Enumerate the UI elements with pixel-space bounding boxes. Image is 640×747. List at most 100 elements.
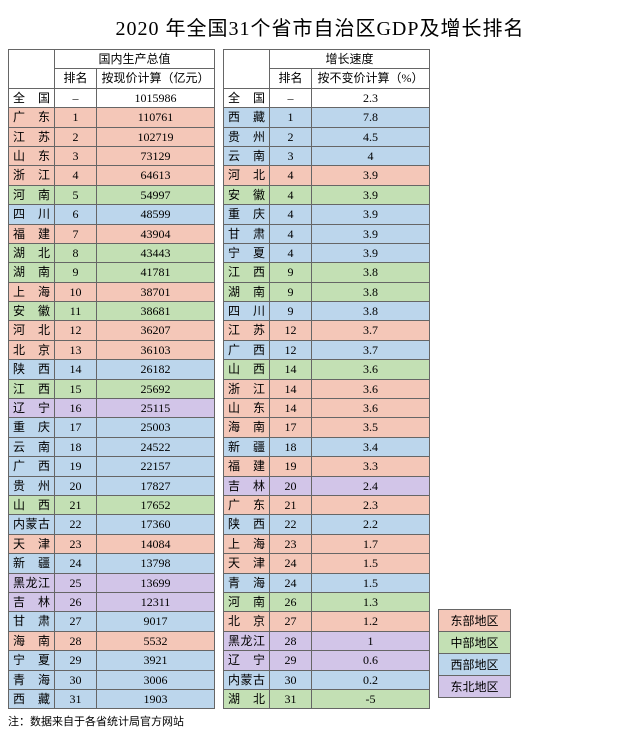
national-gdp: 1015986 bbox=[97, 88, 215, 107]
gdp-val: 17360 bbox=[97, 515, 215, 534]
legend-east: 东部地区 bbox=[439, 610, 511, 632]
gdp-val: 110761 bbox=[97, 108, 215, 127]
growth-rank: 2 bbox=[270, 127, 312, 146]
gdp-prov: 河南 bbox=[9, 185, 55, 204]
growth-prov: 安徽 bbox=[224, 185, 270, 204]
table-body: 全国–1015986全国–2.3广东1110761西藏17.8江苏2102719… bbox=[9, 88, 430, 709]
gdp-rank: 10 bbox=[55, 282, 97, 301]
growth-val: 1.7 bbox=[312, 534, 430, 553]
gdp-growth-table: 国内生产总值 增长速度 排名 按现价计算（亿元） 排名 按不变价计算（%） 全国… bbox=[8, 49, 430, 709]
growth-prov: 贵州 bbox=[224, 127, 270, 146]
gdp-val: 3921 bbox=[97, 651, 215, 670]
gdp-prov: 西藏 bbox=[9, 689, 55, 708]
gdp-val: 24522 bbox=[97, 437, 215, 456]
growth-val: 3.6 bbox=[312, 360, 430, 379]
growth-rank: 29 bbox=[270, 651, 312, 670]
growth-val: 3.8 bbox=[312, 263, 430, 282]
growth-prov: 北京 bbox=[224, 612, 270, 631]
growth-rank: 31 bbox=[270, 689, 312, 708]
gdp-val: 9017 bbox=[97, 612, 215, 631]
growth-val: 1.2 bbox=[312, 612, 430, 631]
gdp-rank: 29 bbox=[55, 651, 97, 670]
gdp-rank: 18 bbox=[55, 437, 97, 456]
gdp-prov: 湖北 bbox=[9, 243, 55, 262]
gdp-rank: 22 bbox=[55, 515, 97, 534]
growth-prov: 新疆 bbox=[224, 437, 270, 456]
gdp-rank: 14 bbox=[55, 360, 97, 379]
growth-prov: 甘肃 bbox=[224, 224, 270, 243]
gdp-prov: 青海 bbox=[9, 670, 55, 689]
growth-rank: 26 bbox=[270, 592, 312, 611]
gdp-rank: 2 bbox=[55, 127, 97, 146]
growth-rank: 12 bbox=[270, 340, 312, 359]
gdp-val: 36103 bbox=[97, 340, 215, 359]
gdp-val: 64613 bbox=[97, 166, 215, 185]
gdp-rank: 8 bbox=[55, 243, 97, 262]
growth-prov: 湖北 bbox=[224, 689, 270, 708]
growth-val: 3.9 bbox=[312, 185, 430, 204]
gdp-rank: 31 bbox=[55, 689, 97, 708]
growth-prov: 江西 bbox=[224, 263, 270, 282]
gdp-prov: 山东 bbox=[9, 146, 55, 165]
growth-val: 0.6 bbox=[312, 651, 430, 670]
growth-val-header: 按不变价计算（%） bbox=[312, 69, 430, 88]
gdp-val: 17652 bbox=[97, 495, 215, 514]
growth-rank: 24 bbox=[270, 573, 312, 592]
gdp-prov: 北京 bbox=[9, 340, 55, 359]
growth-val: 1.5 bbox=[312, 554, 430, 573]
gdp-val: 73129 bbox=[97, 146, 215, 165]
gdp-val: 13798 bbox=[97, 554, 215, 573]
gdp-val: 38681 bbox=[97, 302, 215, 321]
gdp-val: 38701 bbox=[97, 282, 215, 301]
growth-prov: 吉林 bbox=[224, 476, 270, 495]
growth-rank: 14 bbox=[270, 360, 312, 379]
growth-rank: 20 bbox=[270, 476, 312, 495]
growth-val: 7.8 bbox=[312, 108, 430, 127]
gdp-prov: 湖南 bbox=[9, 263, 55, 282]
gdp-rank: 11 bbox=[55, 302, 97, 321]
gdp-rank: 6 bbox=[55, 205, 97, 224]
gdp-prov: 安徽 bbox=[9, 302, 55, 321]
blank-header bbox=[9, 50, 55, 89]
gdp-val: 17827 bbox=[97, 476, 215, 495]
gdp-rank: 30 bbox=[55, 670, 97, 689]
growth-rank: 21 bbox=[270, 495, 312, 514]
growth-val: 3.6 bbox=[312, 399, 430, 418]
gdp-group-header: 国内生产总值 bbox=[55, 50, 215, 69]
footnote: 注：数据来自于各省统计局官方网站 bbox=[8, 713, 632, 729]
spacer bbox=[215, 50, 224, 89]
growth-val: 3.8 bbox=[312, 302, 430, 321]
gdp-prov: 内蒙古 bbox=[9, 515, 55, 534]
growth-prov: 福建 bbox=[224, 457, 270, 476]
national-rank-2: – bbox=[270, 88, 312, 107]
growth-val: 3.3 bbox=[312, 457, 430, 476]
growth-prov: 江苏 bbox=[224, 321, 270, 340]
growth-prov: 西藏 bbox=[224, 108, 270, 127]
growth-val: 1 bbox=[312, 631, 430, 650]
gdp-val: 26182 bbox=[97, 360, 215, 379]
gdp-rank: 17 bbox=[55, 418, 97, 437]
growth-prov: 黑龙江 bbox=[224, 631, 270, 650]
growth-prov: 湖南 bbox=[224, 282, 270, 301]
growth-rank: 4 bbox=[270, 224, 312, 243]
gdp-prov: 贵州 bbox=[9, 476, 55, 495]
growth-rank: 12 bbox=[270, 321, 312, 340]
growth-prov: 重庆 bbox=[224, 205, 270, 224]
growth-val: 1.5 bbox=[312, 573, 430, 592]
growth-rank: 19 bbox=[270, 457, 312, 476]
growth-val: -5 bbox=[312, 689, 430, 708]
growth-prov: 河南 bbox=[224, 592, 270, 611]
legend-northeast: 东北地区 bbox=[439, 676, 511, 698]
growth-prov: 宁夏 bbox=[224, 243, 270, 262]
gdp-prov: 陕西 bbox=[9, 360, 55, 379]
growth-val: 3.9 bbox=[312, 243, 430, 262]
gdp-prov: 江西 bbox=[9, 379, 55, 398]
growth-val: 3.9 bbox=[312, 205, 430, 224]
growth-rank: 9 bbox=[270, 263, 312, 282]
gdp-prov: 四川 bbox=[9, 205, 55, 224]
growth-rank: 28 bbox=[270, 631, 312, 650]
growth-val: 3.7 bbox=[312, 321, 430, 340]
gdp-rank: 3 bbox=[55, 146, 97, 165]
national-rank: – bbox=[55, 88, 97, 107]
growth-rank: 30 bbox=[270, 670, 312, 689]
